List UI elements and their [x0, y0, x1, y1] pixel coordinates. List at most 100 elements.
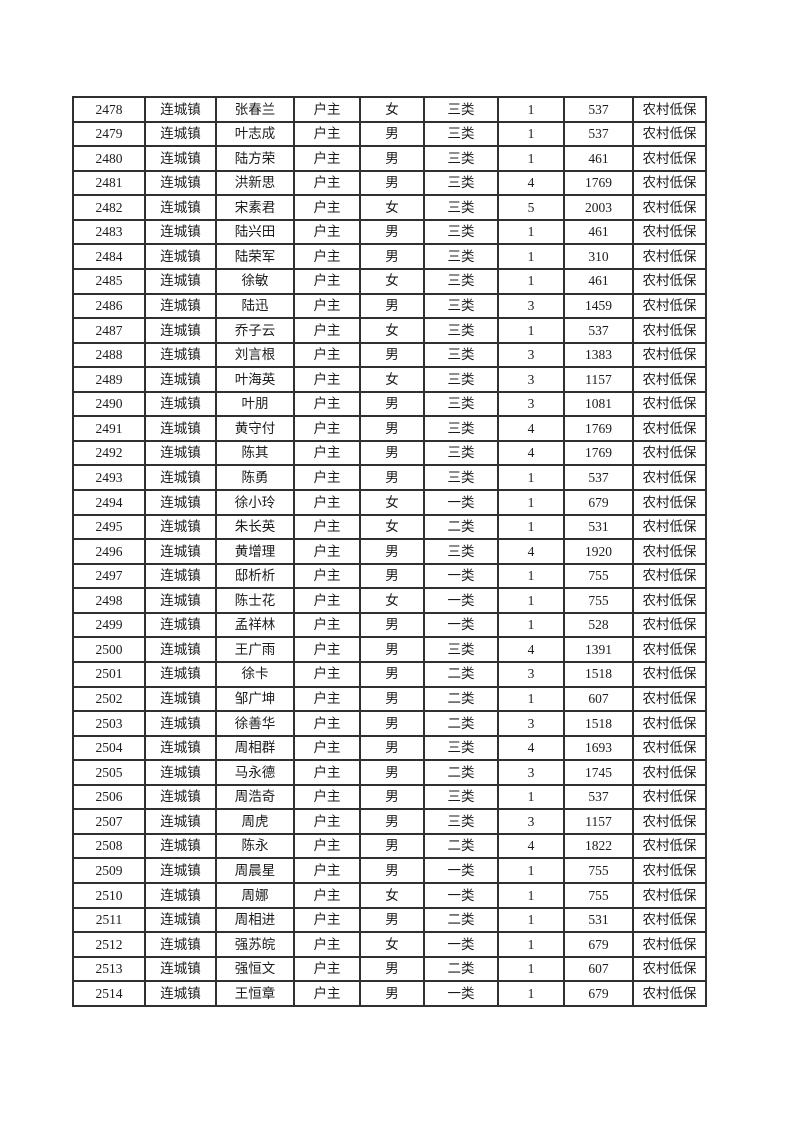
cell-amount: 1157 — [564, 367, 633, 392]
table-row: 2482 连城镇 宋素君 户主女三类 5 2003 农村低保 — [73, 195, 706, 220]
cell-gender: 男 — [360, 416, 424, 441]
cell-serial-number: 2506 — [73, 784, 145, 810]
cell-serial-number: 2501 — [73, 661, 145, 687]
cell-amount: 1518 — [564, 711, 633, 736]
cell-category: 二类 — [424, 956, 498, 982]
cell-town: 连城镇 — [145, 318, 216, 343]
cell-person-count: 1 — [498, 121, 564, 147]
cell-relation: 户主 — [294, 711, 360, 736]
cell-person-count: 3 — [498, 342, 564, 368]
cell-person-count: 1 — [498, 268, 564, 294]
table-row: 2511 连城镇 周相进 户主男二类 1 531 农村低保 — [73, 907, 706, 933]
table-row: 2488 连城镇 刘言根 户主男三类 3 1383 农村低保 — [73, 342, 706, 368]
cell-benefit-type: 农村低保 — [633, 858, 706, 883]
cell-name: 陈勇 — [216, 465, 294, 490]
cell-serial-number: 2503 — [73, 711, 145, 736]
cell-name: 邸析析 — [216, 563, 294, 589]
cell-town: 连城镇 — [145, 195, 216, 220]
cell-amount: 1822 — [564, 833, 633, 859]
cell-name: 叶海英 — [216, 367, 294, 392]
table-row: 2484 连城镇 陆荣军 户主男三类 1 310 农村低保 — [73, 244, 706, 269]
cell-town: 连城镇 — [145, 121, 216, 147]
table-row: 2497 连城镇 邸析析 户主男一类 1 755 农村低保 — [73, 563, 706, 589]
cell-name: 张春兰 — [216, 97, 294, 122]
cell-name: 周相群 — [216, 735, 294, 761]
cell-amount: 1383 — [564, 342, 633, 368]
cell-town: 连城镇 — [145, 907, 216, 933]
cell-amount: 607 — [564, 956, 633, 982]
cell-category: 三类 — [424, 637, 498, 662]
cell-benefit-type: 农村低保 — [633, 932, 706, 957]
cell-amount: 537 — [564, 121, 633, 147]
cell-town: 连城镇 — [145, 440, 216, 466]
cell-amount: 1518 — [564, 661, 633, 687]
cell-town: 连城镇 — [145, 711, 216, 736]
cell-benefit-type: 农村低保 — [633, 268, 706, 294]
cell-gender: 女 — [360, 318, 424, 343]
cell-gender: 女 — [360, 97, 424, 122]
cell-benefit-type: 农村低保 — [633, 883, 706, 908]
cell-relation: 户主 — [294, 661, 360, 687]
cell-relation: 户主 — [294, 809, 360, 834]
cell-benefit-type: 农村低保 — [633, 809, 706, 834]
cell-amount: 755 — [564, 858, 633, 883]
cell-benefit-type: 农村低保 — [633, 661, 706, 687]
cell-relation: 户主 — [294, 539, 360, 564]
cell-town: 连城镇 — [145, 563, 216, 589]
cell-gender: 男 — [360, 711, 424, 736]
cell-amount: 679 — [564, 932, 633, 957]
cell-relation: 户主 — [294, 318, 360, 343]
cell-serial-number: 2498 — [73, 588, 145, 613]
cell-category: 一类 — [424, 490, 498, 515]
cell-name: 宋素君 — [216, 195, 294, 220]
cell-amount: 679 — [564, 981, 633, 1006]
cell-town: 连城镇 — [145, 784, 216, 810]
cell-name: 周相进 — [216, 907, 294, 933]
cell-person-count: 1 — [498, 490, 564, 515]
cell-serial-number: 2513 — [73, 956, 145, 982]
cell-relation: 户主 — [294, 195, 360, 220]
cell-person-count: 1 — [498, 956, 564, 982]
cell-category: 三类 — [424, 367, 498, 392]
cell-gender: 女 — [360, 883, 424, 908]
cell-person-count: 3 — [498, 293, 564, 319]
table-row: 2505 连城镇 马永德 户主男二类 3 1745 农村低保 — [73, 760, 706, 785]
cell-relation: 户主 — [294, 97, 360, 122]
cell-serial-number: 2509 — [73, 858, 145, 883]
cell-town: 连城镇 — [145, 490, 216, 515]
cell-amount: 1920 — [564, 539, 633, 564]
cell-relation: 户主 — [294, 612, 360, 638]
cell-person-count: 3 — [498, 391, 564, 417]
table-row: 2506 连城镇 周浩奇 户主男三类 1 537 农村低保 — [73, 784, 706, 810]
cell-person-count: 4 — [498, 440, 564, 466]
cell-amount: 1081 — [564, 391, 633, 417]
cell-gender: 男 — [360, 293, 424, 319]
cell-name: 周浩奇 — [216, 784, 294, 810]
cell-gender: 女 — [360, 490, 424, 515]
table-row: 2481 连城镇 洪新思 户主男三类 4 1769 农村低保 — [73, 170, 706, 196]
cell-name: 陈士花 — [216, 588, 294, 613]
cell-gender: 女 — [360, 514, 424, 540]
cell-person-count: 4 — [498, 833, 564, 859]
cell-person-count: 4 — [498, 735, 564, 761]
cell-benefit-type: 农村低保 — [633, 760, 706, 785]
cell-serial-number: 2507 — [73, 809, 145, 834]
cell-category: 三类 — [424, 391, 498, 417]
cell-gender: 男 — [360, 661, 424, 687]
cell-name: 黄守付 — [216, 416, 294, 441]
table-row: 2495 连城镇 朱长英 户主女二类 1 531 农村低保 — [73, 514, 706, 540]
cell-category: 一类 — [424, 612, 498, 638]
cell-category: 二类 — [424, 760, 498, 785]
cell-category: 一类 — [424, 981, 498, 1006]
cell-benefit-type: 农村低保 — [633, 244, 706, 269]
cell-gender: 男 — [360, 784, 424, 810]
cell-benefit-type: 农村低保 — [633, 170, 706, 196]
cell-amount: 1769 — [564, 170, 633, 196]
cell-amount: 679 — [564, 490, 633, 515]
cell-serial-number: 2504 — [73, 735, 145, 761]
table-row: 2489 连城镇 叶海英 户主女三类 3 1157 农村低保 — [73, 367, 706, 392]
cell-amount: 1391 — [564, 637, 633, 662]
cell-town: 连城镇 — [145, 833, 216, 859]
cell-serial-number: 2480 — [73, 146, 145, 171]
cell-benefit-type: 农村低保 — [633, 833, 706, 859]
